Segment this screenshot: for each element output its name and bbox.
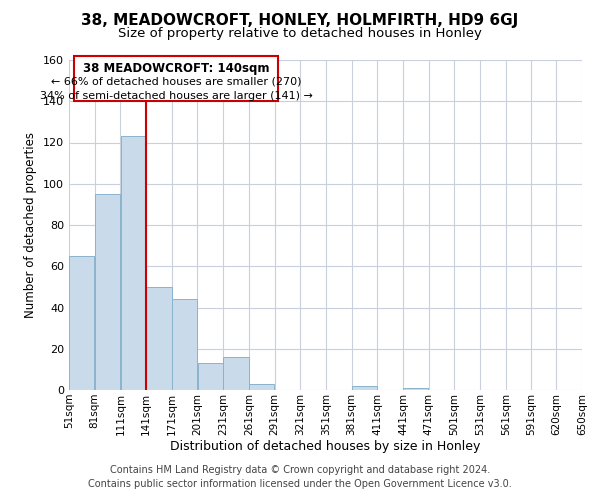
Bar — [352, 386, 377, 390]
Y-axis label: Number of detached properties: Number of detached properties — [25, 132, 37, 318]
Bar — [223, 357, 248, 390]
Bar — [69, 256, 94, 390]
Text: 34% of semi-detached houses are larger (141) →: 34% of semi-detached houses are larger (… — [40, 91, 313, 101]
X-axis label: Distribution of detached houses by size in Honley: Distribution of detached houses by size … — [170, 440, 481, 454]
Bar — [146, 287, 172, 390]
Text: Size of property relative to detached houses in Honley: Size of property relative to detached ho… — [118, 28, 482, 40]
Bar — [249, 384, 274, 390]
Text: ← 66% of detached houses are smaller (270): ← 66% of detached houses are smaller (27… — [51, 76, 301, 86]
Text: 38 MEADOWCROFT: 140sqm: 38 MEADOWCROFT: 140sqm — [83, 62, 269, 75]
Bar — [95, 194, 120, 390]
Text: Contains HM Land Registry data © Crown copyright and database right 2024.
Contai: Contains HM Land Registry data © Crown c… — [88, 465, 512, 489]
Text: 38, MEADOWCROFT, HONLEY, HOLMFIRTH, HD9 6GJ: 38, MEADOWCROFT, HONLEY, HOLMFIRTH, HD9 … — [82, 12, 518, 28]
Bar — [121, 136, 146, 390]
Bar — [172, 299, 197, 390]
Bar — [403, 388, 428, 390]
Bar — [197, 363, 223, 390]
FancyBboxPatch shape — [74, 56, 278, 101]
